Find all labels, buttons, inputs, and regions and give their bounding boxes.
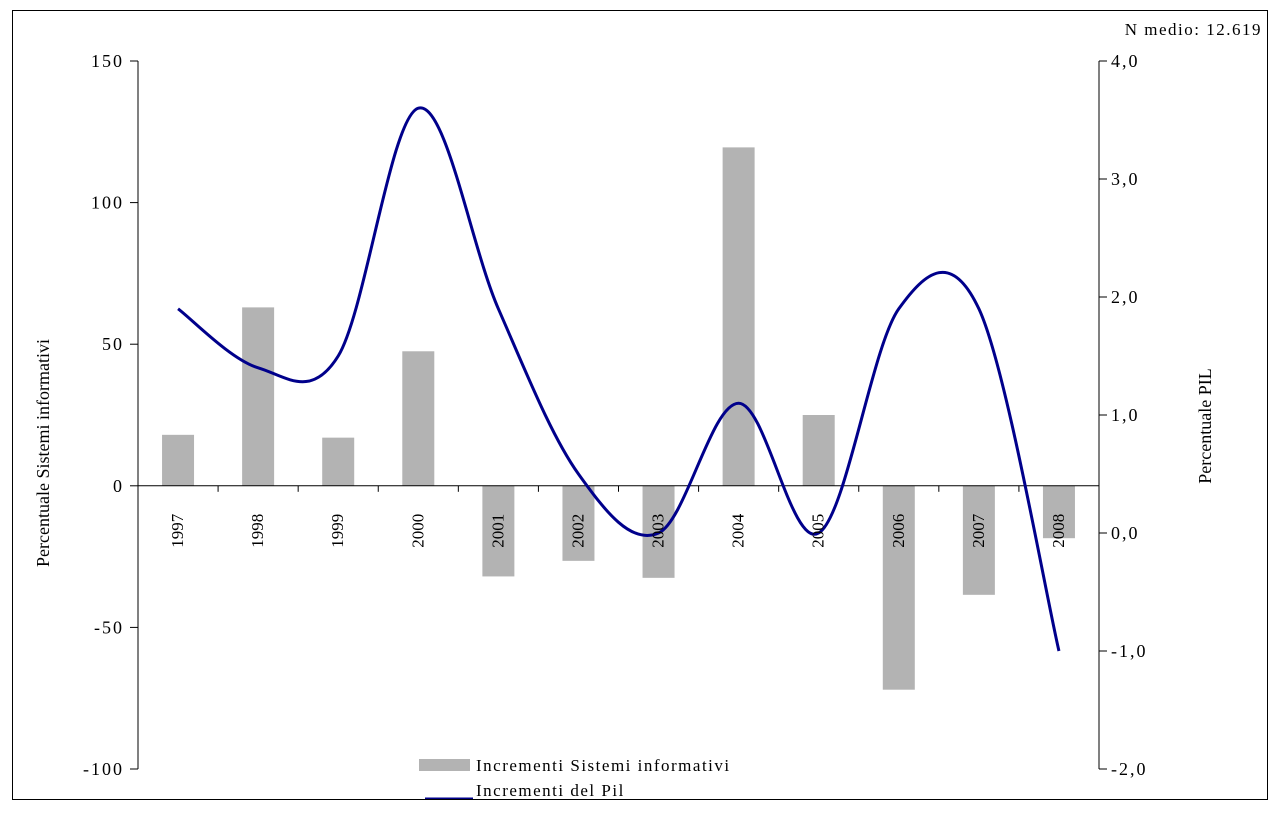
category-label-1999: 1999 [328,514,347,548]
category-label-1998: 1998 [248,514,267,548]
right-tick-label: 1,0 [1111,405,1140,425]
bar-1999 [322,437,355,486]
left-tick-label: 0 [113,476,124,496]
left-tick-label: -50 [94,617,124,637]
category-label-2005: 2005 [809,514,828,548]
category-label-2007: 2007 [969,513,988,548]
bar-1998 [242,307,275,486]
category-label-2002: 2002 [568,514,587,548]
legend: Incrementi Sistemi informativi Increment… [419,756,731,799]
gdp-line [177,106,1061,652]
bar-2004 [722,147,755,486]
category-label-2006: 2006 [889,514,908,548]
bar-2006 [882,485,915,690]
category-label-2003: 2003 [649,514,668,548]
bar-2007 [962,485,995,595]
axes-layer [130,60,1107,770]
right-tick-label: -1,0 [1111,641,1148,661]
bar-2000 [402,351,435,486]
labels-layer: -100 -50 0 50 100 150 -2,0 -1,0 0,0 1,0 2,0 3,0 4,0 1… [83,51,1148,779]
category-label-2001: 2001 [488,514,507,548]
bars-layer [162,147,1075,690]
left-axis-title: Percentuale Sistemi informativi [33,339,53,567]
category-label-2000: 2000 [408,514,427,548]
right-tick-label: 4,0 [1111,51,1140,71]
line-layer [177,106,1061,652]
chart-frame: -100 -50 0 50 100 150 -2,0 -1,0 0,0 1,0 2,0 3,0 4,0 1… [12,10,1268,800]
right-axis-title: Percentuale PIL [1195,368,1215,483]
right-tick-label: 2,0 [1111,287,1140,307]
legend-label-line: Incrementi del Pil [476,781,625,799]
right-tick-label: 0,0 [1111,523,1140,543]
bar-1997 [162,434,195,486]
legend-swatch-bars [419,759,470,771]
chart-canvas: -100 -50 0 50 100 150 -2,0 -1,0 0,0 1,0 2,0 3,0 4,0 1… [33,20,1262,799]
bar-2005 [802,415,835,486]
legend-label-bars: Incrementi Sistemi informativi [476,756,731,775]
right-tick-label: -2,0 [1111,759,1148,779]
category-label-1997: 1997 [168,513,187,548]
bar-2001 [482,485,515,577]
left-tick-label: 150 [91,51,124,71]
left-tick-label: -100 [83,759,124,779]
category-label-2008: 2008 [1049,514,1068,548]
category-label-2004: 2004 [729,513,748,548]
left-tick-label: 100 [91,193,124,213]
sample-size-note: N medio: 12.619 [1125,20,1262,39]
bar-2002 [562,485,595,561]
bar-2008 [1042,485,1075,539]
right-tick-label: 3,0 [1111,169,1140,189]
left-tick-label: 50 [102,334,124,354]
